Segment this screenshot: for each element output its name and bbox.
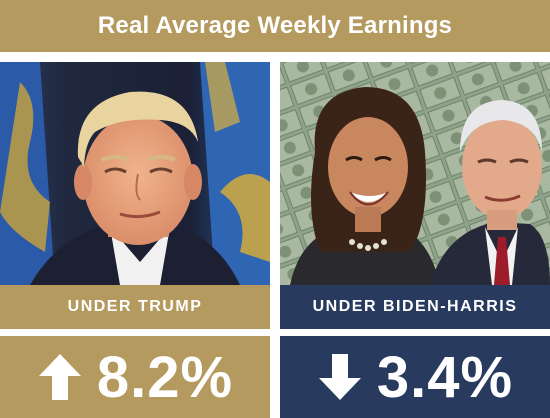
harris-biden-portrait-image	[280, 62, 550, 285]
arrow-up-icon	[38, 354, 81, 400]
trump-portrait-image	[0, 62, 270, 285]
arrow-down-icon	[318, 354, 361, 400]
under-biden-harris-label: UNDER BIDEN-HARRIS	[280, 285, 550, 329]
left-label-text: UNDER TRUMP	[67, 298, 203, 315]
trump-photo	[0, 62, 270, 285]
trump-stat: 8.2%	[0, 336, 270, 418]
harris-biden-photo	[280, 62, 550, 285]
title-bar: Real Average Weekly Earnings	[0, 0, 550, 52]
biden-harris-stat: 3.4%	[280, 336, 550, 418]
trump-value: 8.2%	[96, 344, 234, 410]
under-trump-label: UNDER TRUMP	[0, 285, 270, 329]
page-title: Real Average Weekly Earnings	[97, 12, 453, 39]
right-label-text: UNDER BIDEN-HARRIS	[312, 298, 518, 315]
biden-harris-value: 3.4%	[376, 344, 514, 410]
